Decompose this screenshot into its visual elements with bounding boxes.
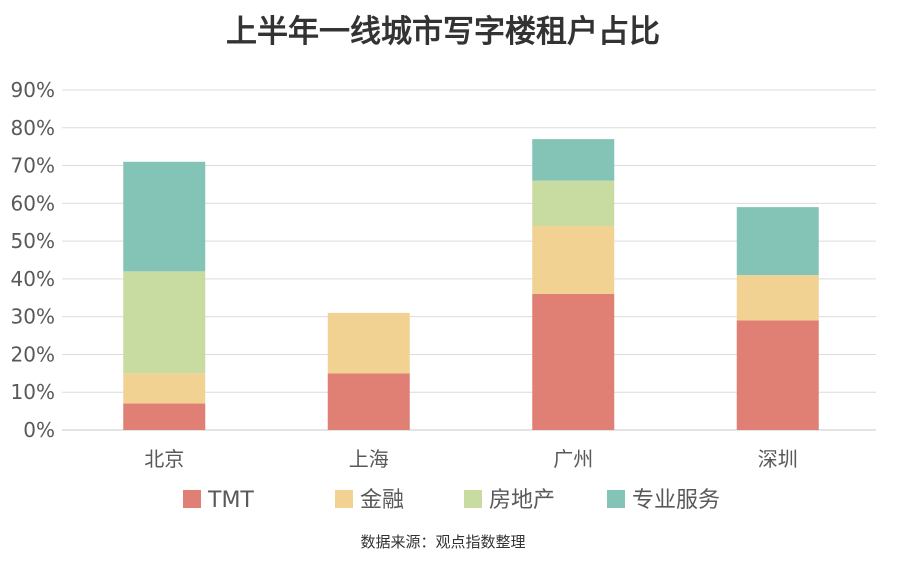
y-axis-ticks: 0% 10% 20% 30% 40% 50% 60% 70% 80% 90% bbox=[11, 78, 55, 442]
bars bbox=[123, 139, 819, 430]
x-tick-label: 北京 bbox=[144, 447, 184, 471]
y-tick-label: 90% bbox=[11, 78, 55, 102]
bar-segment bbox=[123, 271, 206, 374]
bar-segment bbox=[736, 207, 819, 276]
source-note: 数据来源：观点指数整理 bbox=[360, 533, 525, 551]
x-tick-label: 广州 bbox=[553, 447, 593, 471]
bar-segment bbox=[123, 403, 206, 430]
bar-segment bbox=[736, 320, 819, 430]
x-tick-label: 上海 bbox=[349, 447, 389, 471]
legend-swatch bbox=[464, 490, 482, 508]
x-tick-label: 深圳 bbox=[758, 447, 798, 471]
bar-segment bbox=[532, 294, 615, 430]
y-tick-label: 40% bbox=[11, 267, 55, 291]
legend-swatch bbox=[335, 490, 353, 508]
bar-segment bbox=[327, 312, 410, 374]
x-axis-ticks: 北京 上海 广州 深圳 bbox=[144, 447, 798, 471]
y-tick-label: 20% bbox=[11, 342, 55, 366]
y-tick-label: 70% bbox=[11, 154, 55, 178]
legend-label: 专业服务 bbox=[632, 488, 720, 513]
bar-segment bbox=[532, 226, 615, 294]
bar-segment bbox=[123, 161, 206, 272]
legend-label: 金融 bbox=[360, 488, 404, 513]
y-tick-label: 10% bbox=[11, 380, 55, 404]
y-tick-label: 60% bbox=[11, 191, 55, 215]
y-tick-label: 0% bbox=[23, 418, 55, 442]
bar-segment bbox=[123, 373, 206, 404]
chart-title: 上半年一线城市写字楼租户占比 bbox=[226, 14, 660, 50]
y-tick-label: 30% bbox=[11, 305, 55, 329]
bar-segment bbox=[532, 139, 615, 181]
y-tick-label: 80% bbox=[11, 116, 55, 140]
y-tick-label: 50% bbox=[11, 229, 55, 253]
legend-swatch bbox=[607, 490, 625, 508]
legend-label: 房地产 bbox=[489, 488, 555, 513]
bar-segment bbox=[736, 275, 819, 321]
legend-label: TMT bbox=[207, 488, 254, 513]
bar-segment bbox=[532, 180, 615, 226]
legend: TMT 金融 房地产 专业服务 bbox=[183, 488, 720, 513]
bar-segment bbox=[327, 373, 410, 430]
legend-swatch bbox=[183, 490, 201, 508]
